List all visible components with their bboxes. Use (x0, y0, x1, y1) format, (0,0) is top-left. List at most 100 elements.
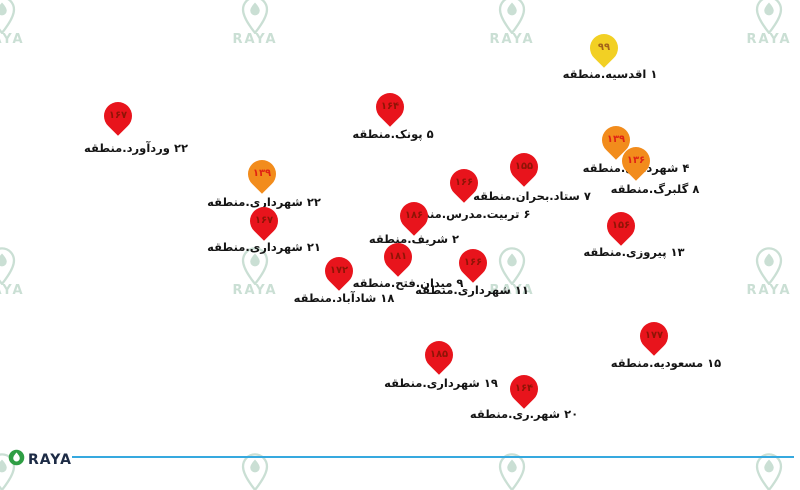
station-district-number: ۶ (523, 207, 531, 221)
station-district-number: ۱ (650, 67, 658, 81)
watermark-raya: RAYA (229, 0, 281, 47)
station-district-number: ۲ (452, 232, 460, 246)
station-district-number: ۷ (583, 189, 591, 203)
station-district-number: ۴ (682, 161, 690, 175)
watermark-text: RAYA (489, 32, 535, 47)
station-name: گلبرگ.منطقه (610, 182, 689, 196)
watermark-pin-icon (498, 0, 526, 34)
watermark-pin-icon (755, 453, 783, 490)
station-district-number: ۲۱ (306, 240, 321, 254)
station-marker[interactable]: ۱۶۷ (98, 96, 138, 136)
watermark-raya: RAYA (743, 453, 795, 490)
watermark-raya: RAYA (229, 453, 281, 490)
station-aqi-value: ۱۶۷ (108, 110, 128, 121)
station-name: پونک.منطقه (352, 127, 423, 141)
station-marker[interactable]: ۱۶۴ (370, 87, 410, 127)
raya-logo: RAYA (8, 449, 72, 470)
watermark-text: RAYA (746, 32, 792, 47)
station-aqi-value: ۱۶۶ (463, 257, 483, 268)
watermark-text: RAYA (746, 283, 792, 298)
watermark-raya: RAYA (486, 0, 538, 47)
watermark-pin-icon (498, 247, 526, 285)
station-marker[interactable]: ۱۶۶ (444, 163, 484, 203)
station-aqi-value: ۱۷۲ (329, 265, 349, 276)
station-name: شهر.ری.منطقه (469, 407, 561, 421)
station-marker[interactable]: ۱۸۶ (394, 196, 434, 236)
station-name: شهرداری.منطقه (207, 195, 303, 209)
watermark-pin-icon (0, 0, 16, 34)
station-label: شهرداری.منطقه ۲۱ (207, 240, 321, 254)
station-aqi-value: ۱۸۶ (404, 210, 424, 221)
station-marker[interactable]: ۱۵۵ (504, 147, 544, 187)
station-marker[interactable]: ۱۶۶ (453, 243, 493, 283)
station-label: شهرداری.منطقه ۱۱ (415, 283, 529, 297)
station-district-number: ۵ (426, 127, 434, 141)
station-name: شهرداری.منطقه (384, 376, 480, 390)
watermark-pin-icon (241, 453, 269, 490)
station-aqi-value: ۱۳۹ (252, 168, 272, 179)
station-marker[interactable]: ۹۹ (584, 28, 624, 68)
watermark-pin-icon (755, 247, 783, 285)
station-district-number: ۱۱ (514, 283, 529, 297)
station-district-number: ۱۵ (707, 356, 722, 370)
watermark-pin-icon (755, 0, 783, 34)
station-label: شریف.منطقه ۲ (369, 232, 459, 246)
watermark-raya: RAYA (0, 247, 28, 298)
station-label: شادآباد.منطقه ۱۸ (294, 291, 395, 305)
station-marker[interactable]: ۱۷۲ (319, 251, 359, 291)
station-marker[interactable]: ۱۶۷ (244, 201, 284, 241)
station-marker[interactable]: ۱۸۱ (378, 237, 418, 277)
station-district-number: ۸ (692, 182, 700, 196)
station-aqi-value: ۱۶۴ (514, 383, 534, 394)
station-name: پیروزی.منطقه (583, 245, 667, 259)
station-aqi-value: ۱۷۷ (644, 330, 664, 341)
station-district-number: ۹ (456, 276, 464, 290)
station-aqi-value: ۱۵۵ (514, 161, 534, 172)
station-district-number: ۱۹ (483, 376, 498, 390)
watermark-raya: RAYA (0, 0, 28, 47)
station-marker[interactable]: ۱۸۵ (419, 335, 459, 375)
station-district-number: ۲۰ (564, 407, 579, 421)
station-name: ستاد.بحران.منطقه (473, 189, 580, 203)
station-label: گلبرگ.منطقه ۸ (611, 182, 700, 196)
station-label: شهر.ری.منطقه ۲۰ (470, 407, 578, 421)
station-label: پیروزی.منطقه ۱۳ (583, 245, 684, 259)
station-name: مسعودیه.منطقه (610, 356, 704, 370)
watermark-text: RAYA (232, 283, 278, 298)
watermark-raya: RAYA (743, 0, 795, 47)
station-name: شادآباد.منطقه (293, 291, 377, 305)
watermark-text: RAYA (0, 32, 25, 47)
station-district-number: ۲۲ (173, 141, 188, 155)
station-name: تربیت.مدرس.منطقه (403, 207, 520, 221)
station-district-number: ۲۲ (306, 195, 321, 209)
watermark-pin-icon (241, 0, 269, 34)
watermark-raya: RAYA (229, 247, 281, 298)
station-name: شریف.منطقه (368, 232, 449, 246)
watermark-pin-icon (498, 453, 526, 490)
watermark-text: RAYA (0, 283, 25, 298)
station-marker[interactable]: ۱۶۴ (504, 369, 544, 409)
station-marker[interactable]: ۱۳۶ (616, 141, 656, 181)
station-label: مسعودیه.منطقه ۱۵ (611, 356, 721, 370)
station-name: شهرداری.منطقه (207, 240, 303, 254)
station-name: میدان.فتح.منطقه (352, 276, 453, 290)
station-marker[interactable]: ۱۵۶ (601, 206, 641, 246)
station-aqi-value: ۱۶۷ (254, 215, 274, 226)
watermark-pin-icon (0, 247, 16, 285)
station-aqi-value: ۱۶۶ (454, 177, 474, 188)
station-district-number: ۱۳ (670, 245, 685, 259)
station-aqi-value: ۱۵۶ (611, 220, 631, 231)
station-label: پونک.منطقه ۵ (352, 127, 433, 141)
footer-divider-line (72, 456, 794, 458)
watermark-text: RAYA (232, 32, 278, 47)
watermark-raya: RAYA (743, 247, 795, 298)
station-name: وردآورد.منطقه (84, 141, 170, 155)
station-label: شهرداری.منطقه ۱۹ (384, 376, 498, 390)
station-aqi-value: ۱۶۴ (380, 101, 400, 112)
station-aqi-value: ۱۸۵ (429, 349, 449, 360)
station-label: وردآورد.منطقه ۲۲ (84, 141, 188, 155)
station-marker[interactable]: ۱۳۹ (242, 154, 282, 194)
raya-logo-text: RAYA (28, 451, 72, 468)
station-marker[interactable]: ۱۷۷ (634, 316, 674, 356)
